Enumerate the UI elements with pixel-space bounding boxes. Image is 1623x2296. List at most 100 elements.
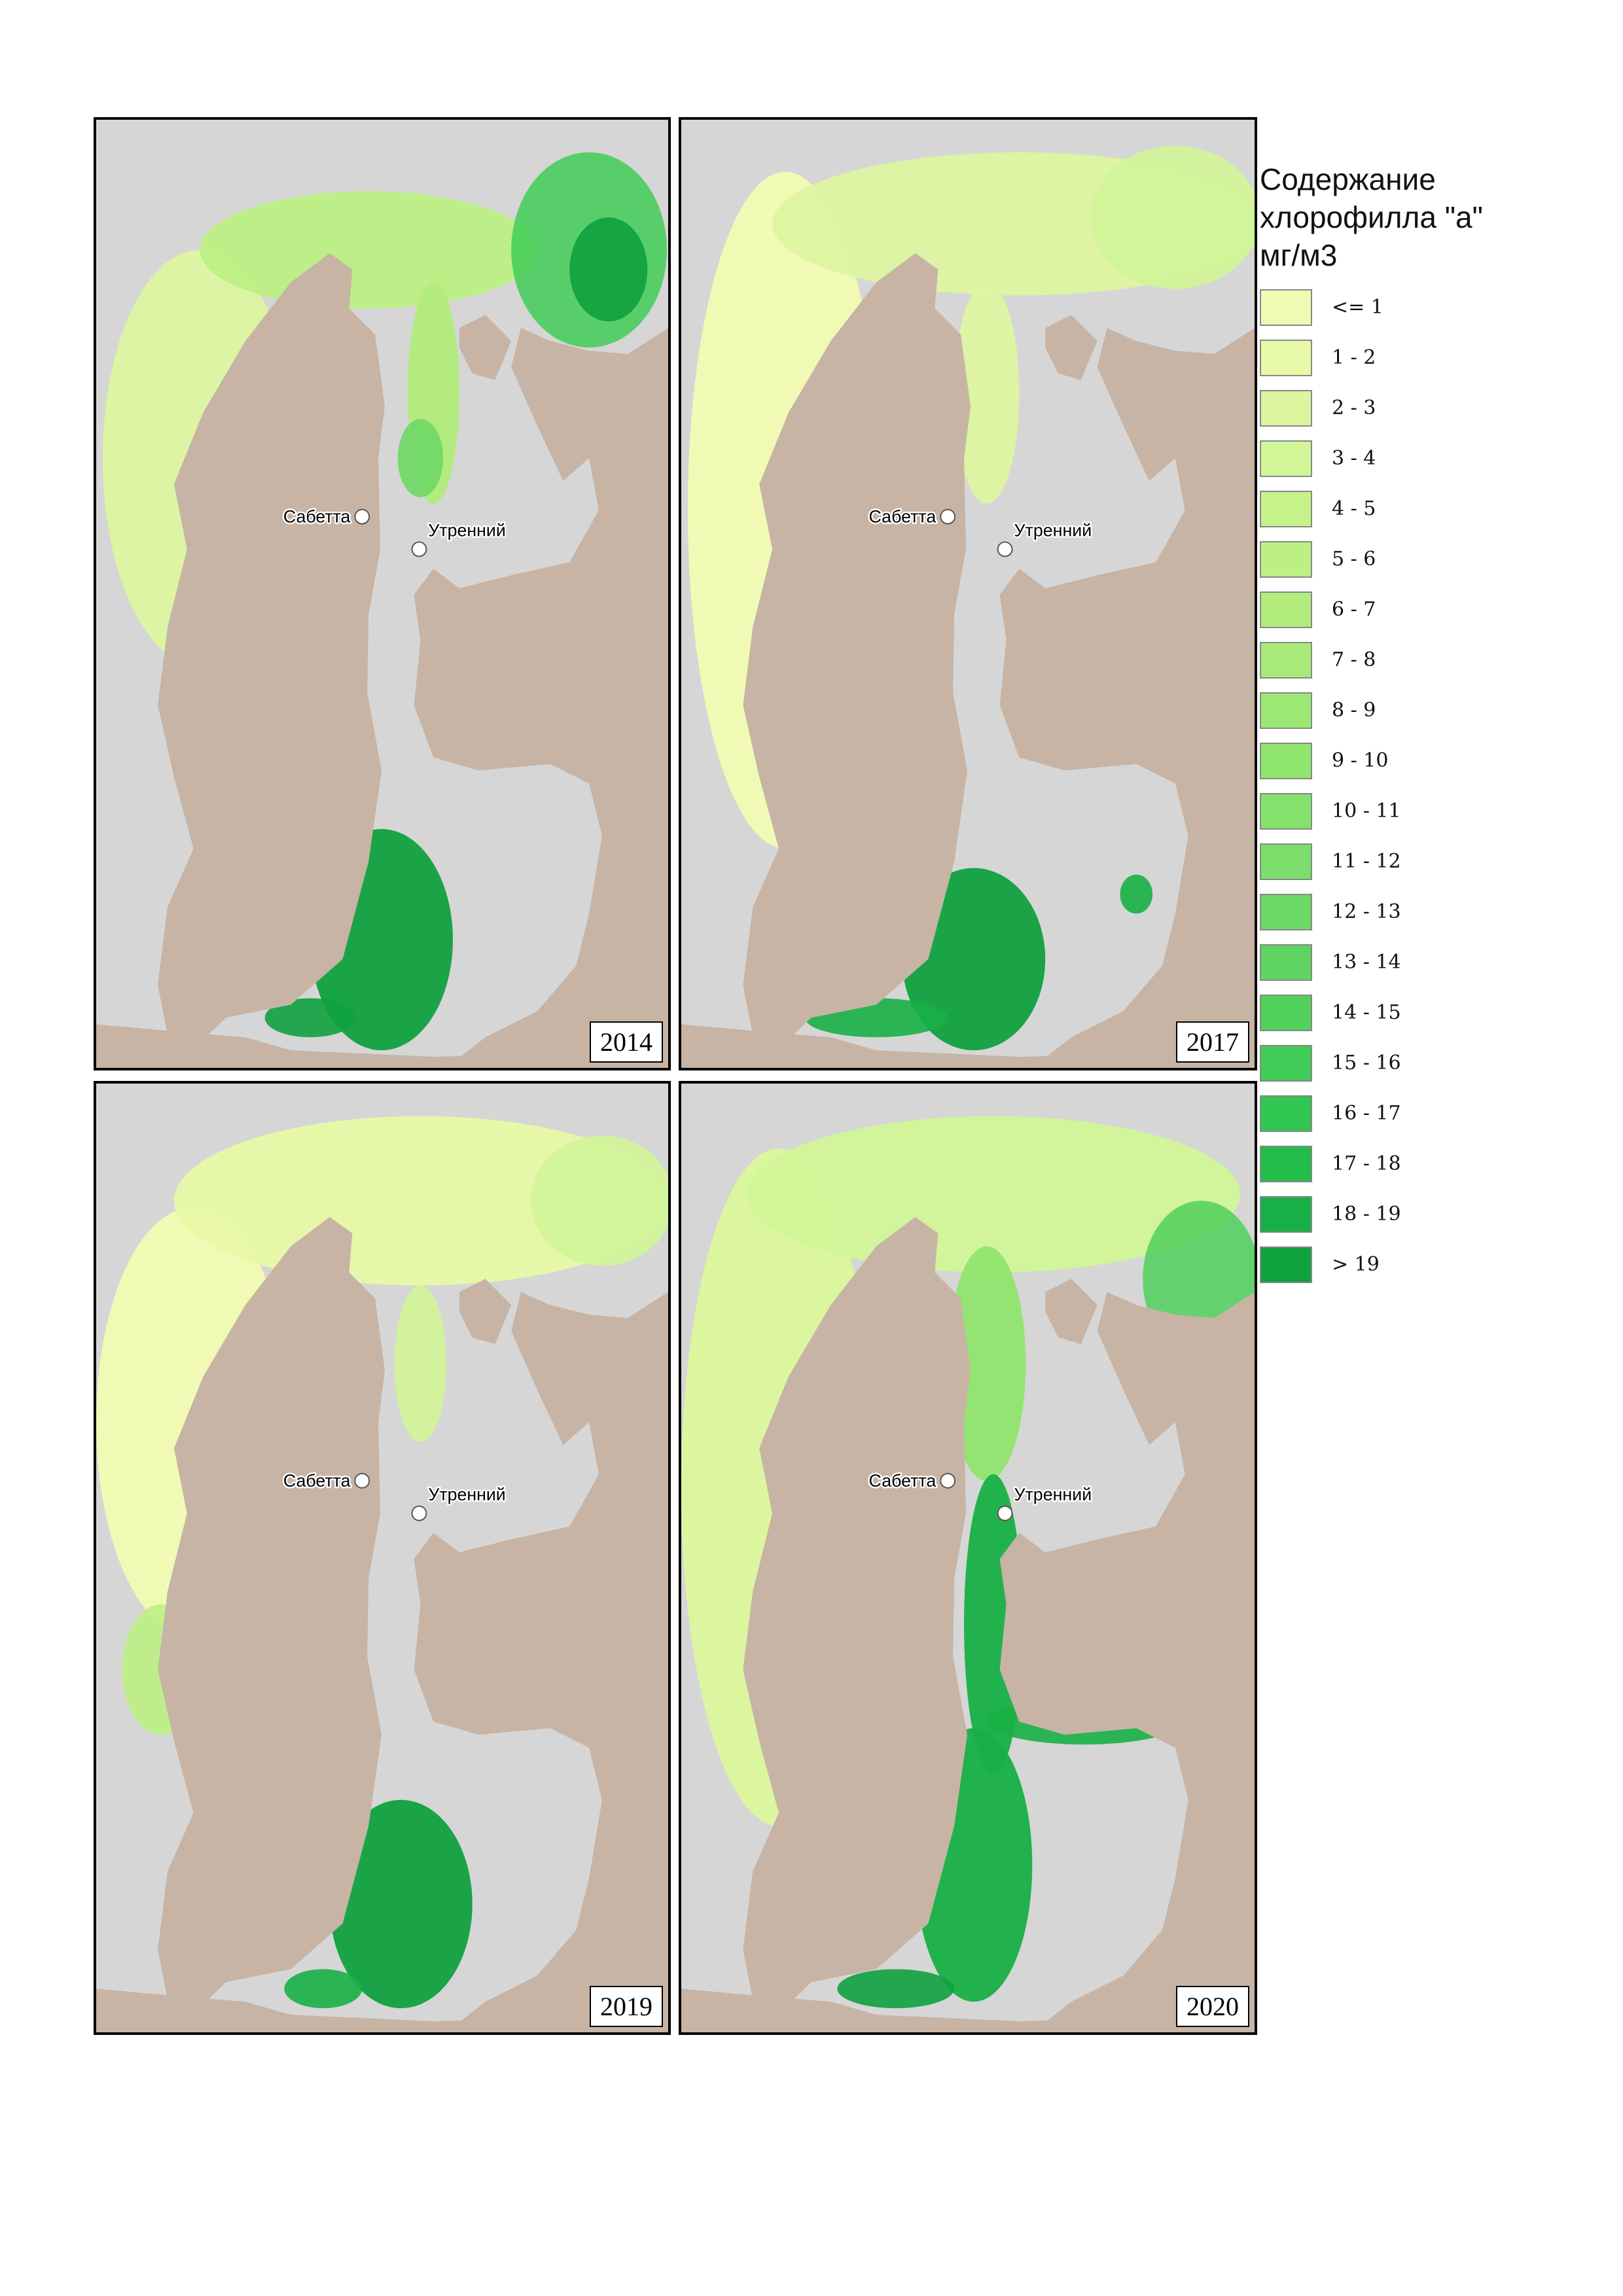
settlement-label: Сабетта	[869, 507, 936, 527]
land-area	[158, 253, 385, 1068]
map-panel-2019: Сабетта Утренний 2019	[94, 1081, 671, 2035]
year-label: 2017	[1176, 1021, 1249, 1063]
legend-swatch	[1260, 792, 1312, 830]
land-area	[96, 1988, 668, 2032]
land-area	[681, 1024, 1255, 1068]
land-area	[158, 1217, 385, 2032]
legend-swatch	[1260, 742, 1312, 779]
legend-swatch	[1260, 1195, 1312, 1233]
settlement-dot	[354, 1473, 370, 1489]
settlement-marker: Утренний	[411, 519, 507, 557]
legend-swatch	[1260, 1145, 1312, 1182]
legend-swatch	[1260, 339, 1312, 376]
settlement-dot	[411, 541, 427, 557]
legend-label: 16 - 17	[1332, 1102, 1401, 1125]
land-area	[414, 1292, 668, 2032]
legend-classes: <= 1 1 - 2 2 - 3 3 - 4 4 - 5 5 - 6 6 - 7 7 - 8 8…	[1260, 282, 1600, 1290]
legend-swatch	[1260, 994, 1312, 1031]
chlorophyll-area	[397, 419, 444, 497]
legend-item: 4 - 5	[1260, 484, 1600, 534]
land-area	[743, 253, 971, 1068]
legend-label: 14 - 15	[1332, 1001, 1401, 1024]
chlorophyll-area	[746, 1116, 1241, 1273]
legend-item: 3 - 4	[1260, 433, 1600, 484]
chlorophyll-area	[530, 1135, 668, 1266]
legend-label: 9 - 10	[1332, 749, 1389, 772]
legend-swatch	[1260, 843, 1312, 880]
chlorophyll-area	[837, 1969, 955, 2009]
settlement-marker: Утренний	[997, 519, 1094, 557]
legend-item: 12 - 13	[1260, 887, 1600, 937]
legend-item: 6 - 7	[1260, 584, 1600, 635]
land-area	[743, 1217, 971, 2032]
settlement-marker: Утренний	[997, 1483, 1094, 1521]
legend-label: 17 - 18	[1332, 1152, 1401, 1175]
settlement-dot	[940, 508, 956, 525]
legend-label: 2 - 3	[1332, 397, 1376, 419]
legend-swatch	[1260, 490, 1312, 527]
legend-label: 18 - 19	[1332, 1203, 1401, 1226]
land-area	[999, 1292, 1255, 2032]
legend-swatch	[1260, 1246, 1312, 1283]
chlorophyll-area	[394, 1285, 447, 1442]
chlorophyll-area	[200, 191, 537, 309]
legend-title-line: хлорофилла "а"	[1260, 200, 1483, 234]
chlorophyll-area	[954, 282, 1020, 504]
land-area	[459, 315, 590, 426]
land-area	[999, 328, 1255, 1068]
legend-label: <= 1	[1332, 296, 1383, 319]
legend-label: 3 - 4	[1332, 447, 1376, 470]
land-area	[1045, 1279, 1175, 1390]
settlement-marker: Сабетта	[281, 1469, 370, 1492]
legend-label: 1 - 2	[1332, 346, 1376, 369]
chlorophyll-area	[1120, 874, 1153, 914]
legend-item: 10 - 11	[1260, 786, 1600, 836]
legend-label: 10 - 11	[1332, 800, 1401, 822]
legend-label: 11 - 12	[1332, 850, 1401, 873]
year-label: 2019	[590, 1986, 663, 2027]
legend-swatch	[1260, 944, 1312, 981]
land-area	[681, 1988, 1255, 2032]
legend-title: Содержание хлорофилла "а" мг/м3	[1260, 160, 1600, 274]
settlement-label: Утренний	[1014, 520, 1092, 540]
chlorophyll-area	[329, 1799, 473, 2009]
legend-item: 9 - 10	[1260, 735, 1600, 786]
map-2017: Сабетта Утренний	[681, 145, 1255, 1068]
settlement-dot	[411, 1505, 427, 1521]
legend-label: 8 - 9	[1332, 699, 1376, 722]
map-panel-2017: Сабетта Утренний 2017	[679, 117, 1257, 1070]
map-panel-2020: Сабетта Утренний 2020	[679, 1081, 1257, 2035]
legend-item: 14 - 15	[1260, 987, 1600, 1038]
legend-label: 13 - 14	[1332, 951, 1401, 974]
settlement-marker: Сабетта	[281, 505, 370, 528]
settlement-label: Утренний	[428, 1485, 505, 1504]
chlorophyll-area	[264, 998, 356, 1038]
chlorophyll-area	[569, 217, 648, 322]
land-area	[96, 1024, 668, 1068]
legend-swatch	[1260, 692, 1312, 729]
legend-swatch	[1260, 1095, 1312, 1132]
legend-item: 18 - 19	[1260, 1189, 1600, 1239]
settlement-label: Утренний	[428, 520, 505, 540]
legend-item: 17 - 18	[1260, 1139, 1600, 1189]
legend-swatch	[1260, 389, 1312, 427]
land-area	[459, 1279, 590, 1390]
settlement-dot	[354, 508, 370, 525]
legend-label: 15 - 16	[1332, 1051, 1401, 1074]
settlement-marker: Сабетта	[867, 505, 956, 528]
map-2014: Сабетта Утренний	[96, 152, 668, 1068]
legend-label: 4 - 5	[1332, 497, 1376, 520]
legend-swatch	[1260, 289, 1312, 326]
legend-swatch	[1260, 591, 1312, 628]
settlement-dot	[997, 541, 1013, 557]
legend-item: 13 - 14	[1260, 937, 1600, 987]
legend-item: <= 1	[1260, 282, 1600, 332]
land-area	[1045, 315, 1175, 426]
legend-label: 12 - 13	[1332, 900, 1401, 923]
legend-item: 7 - 8	[1260, 635, 1600, 685]
legend-item: 8 - 9	[1260, 685, 1600, 735]
land-area	[414, 328, 668, 1068]
legend-item: > 19	[1260, 1239, 1600, 1290]
legend-swatch	[1260, 893, 1312, 930]
settlement-marker: Утренний	[411, 1483, 507, 1521]
